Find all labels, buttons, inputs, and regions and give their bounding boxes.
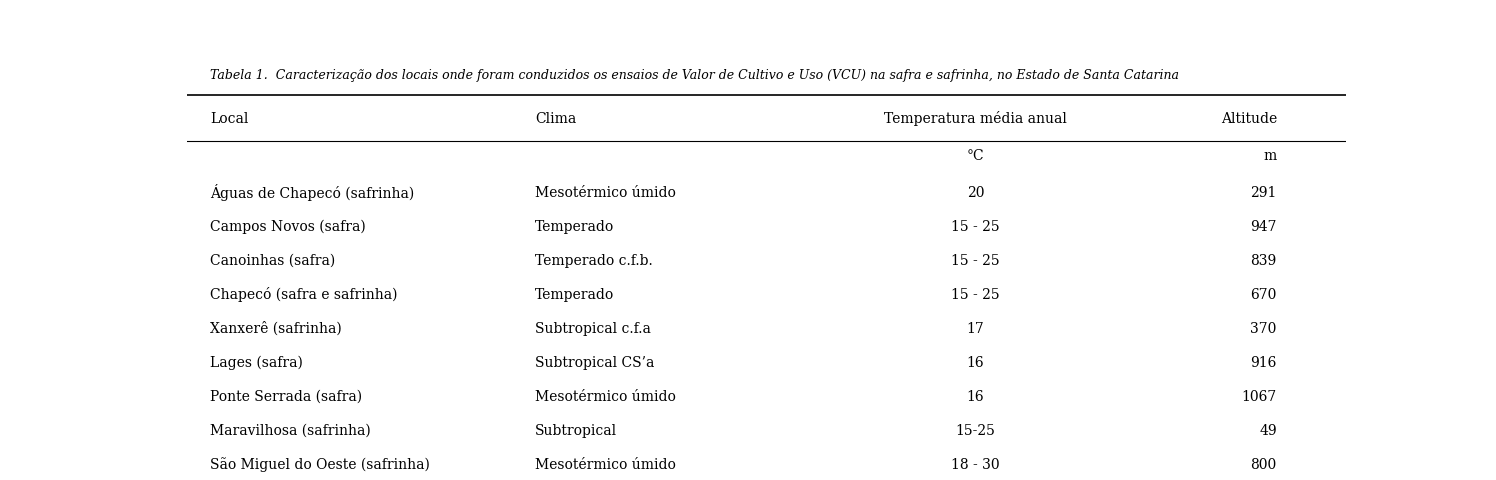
Text: 1067: 1067 (1242, 390, 1276, 404)
Text: São Miguel do Oeste (safrinha): São Miguel do Oeste (safrinha) (209, 457, 429, 472)
Text: 370: 370 (1251, 322, 1276, 336)
Text: 800: 800 (1251, 457, 1276, 471)
Text: Clima: Clima (534, 111, 576, 126)
Text: 49: 49 (1260, 423, 1276, 438)
Text: Mesotérmico úmido: Mesotérmico úmido (534, 185, 676, 200)
Text: Canoinhas (safra): Canoinhas (safra) (209, 253, 335, 267)
Text: Ponte Serrada (safra): Ponte Serrada (safra) (209, 390, 362, 404)
Text: 17: 17 (966, 322, 984, 336)
Text: °C: °C (966, 148, 984, 163)
Text: Águas de Chapecó (safrinha): Águas de Chapecó (safrinha) (209, 184, 414, 201)
Text: 916: 916 (1251, 356, 1276, 370)
Text: Mesotérmico úmido: Mesotérmico úmido (534, 390, 676, 404)
Text: Subtropical CS’a: Subtropical CS’a (534, 356, 654, 370)
Text: Altitude: Altitude (1221, 111, 1276, 126)
Text: Mesotérmico úmido: Mesotérmico úmido (534, 457, 676, 471)
Text: 15 - 25: 15 - 25 (951, 288, 999, 301)
Text: 15 - 25: 15 - 25 (951, 219, 999, 233)
Text: Lages (safra): Lages (safra) (209, 355, 304, 370)
Text: Tabela 1.  Caracterização dos locais onde foram conduzidos os ensaios de Valor d: Tabela 1. Caracterização dos locais onde… (209, 69, 1179, 82)
Text: 16: 16 (966, 356, 984, 370)
Text: 15 - 25: 15 - 25 (951, 253, 999, 267)
Text: Temperado: Temperado (534, 219, 613, 233)
Text: 18 - 30: 18 - 30 (951, 457, 999, 471)
Text: m: m (1264, 148, 1276, 163)
Text: Xanxerê (safrinha): Xanxerê (safrinha) (209, 321, 343, 336)
Text: 16: 16 (966, 390, 984, 404)
Text: 15-25: 15-25 (956, 423, 995, 438)
Text: Temperado: Temperado (534, 288, 613, 301)
Text: Campos Novos (safra): Campos Novos (safra) (209, 219, 367, 234)
Text: Subtropical: Subtropical (534, 423, 616, 438)
Text: Chapecó (safra e safrinha): Chapecó (safra e safrinha) (209, 287, 398, 302)
Text: 670: 670 (1251, 288, 1276, 301)
Text: Temperatura média anual: Temperatura média anual (884, 111, 1067, 126)
Text: 20: 20 (966, 185, 984, 200)
Text: 291: 291 (1251, 185, 1276, 200)
Text: Maravilhosa (safrinha): Maravilhosa (safrinha) (209, 423, 371, 438)
Text: Local: Local (209, 111, 248, 126)
Text: Subtropical c.f.a: Subtropical c.f.a (534, 322, 651, 336)
Text: 839: 839 (1251, 253, 1276, 267)
Text: Temperado c.f.b.: Temperado c.f.b. (534, 253, 652, 267)
Text: 947: 947 (1251, 219, 1276, 233)
